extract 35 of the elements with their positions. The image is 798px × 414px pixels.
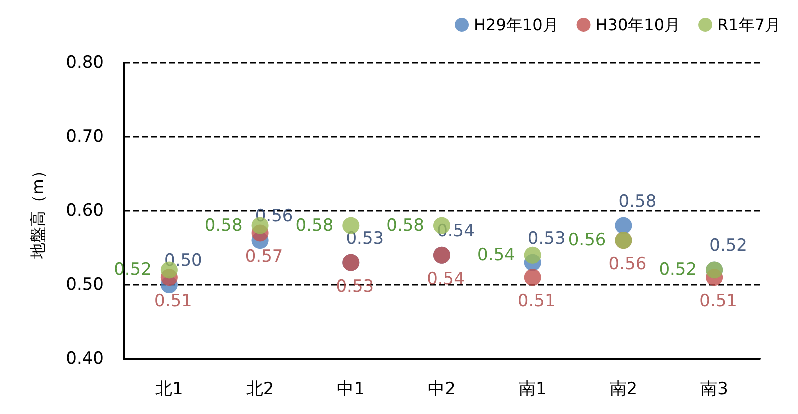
y-tick-label: 0.50 bbox=[66, 275, 104, 295]
data-label: 0.52 bbox=[710, 236, 748, 256]
data-label: 0.58 bbox=[296, 216, 334, 236]
x-tick-label: 中2 bbox=[428, 380, 456, 400]
data-label: 0.54 bbox=[478, 245, 516, 266]
legend-label: R1年7月 bbox=[718, 16, 782, 34]
data-label: 0.51 bbox=[154, 292, 192, 312]
x-tick-label: 南3 bbox=[700, 380, 728, 400]
data-label: 0.51 bbox=[518, 292, 556, 312]
x-tick-label: 北1 bbox=[156, 380, 184, 400]
data-label: 0.54 bbox=[437, 221, 475, 242]
data-label: 0.50 bbox=[164, 251, 202, 271]
x-tick-label: 中1 bbox=[337, 380, 366, 400]
y-tick-label: 0.70 bbox=[66, 127, 104, 147]
data-label: 0.53 bbox=[346, 228, 384, 249]
data-label: 0.51 bbox=[700, 292, 738, 312]
data-label: 0.52 bbox=[659, 260, 698, 280]
x-tick-label: 北2 bbox=[246, 380, 274, 400]
data-label: 0.57 bbox=[245, 247, 284, 268]
x-tick-label: 南1 bbox=[518, 380, 547, 400]
data-label: 0.58 bbox=[204, 216, 243, 236]
legend-label: H30年10月 bbox=[596, 16, 681, 34]
y-tick-label: 0.80 bbox=[66, 53, 104, 73]
data-label: 0.53 bbox=[528, 228, 566, 249]
y-tick-label: 0.60 bbox=[66, 201, 104, 221]
data-label: 0.56 bbox=[568, 230, 606, 251]
y-tick-label: 0.40 bbox=[66, 349, 104, 369]
data-label: 0.58 bbox=[618, 192, 657, 212]
data-label: 0.58 bbox=[386, 216, 424, 236]
data-label: 0.56 bbox=[608, 254, 647, 275]
data-label: 0.56 bbox=[255, 206, 294, 227]
x-tick-label: 南2 bbox=[610, 380, 638, 400]
data-label: 0.54 bbox=[427, 269, 465, 290]
y-axis-title: 地盤高（m） bbox=[28, 163, 48, 260]
legend-label: H29年10月 bbox=[474, 16, 559, 34]
